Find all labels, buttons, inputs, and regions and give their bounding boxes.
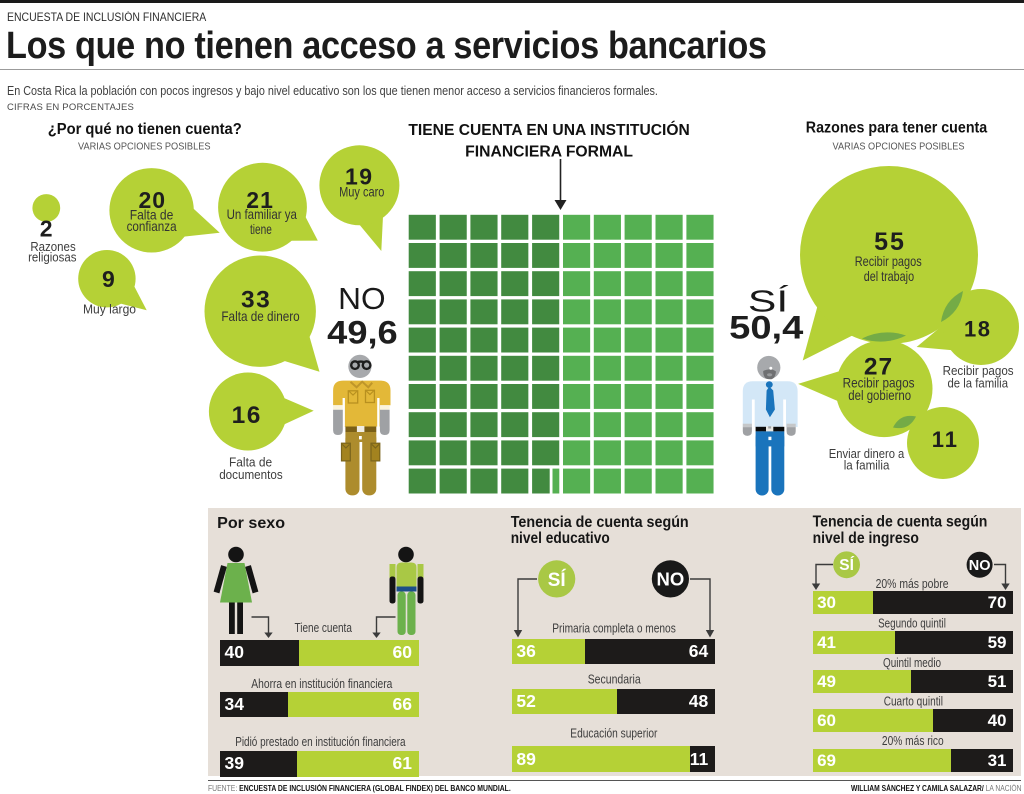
svg-text:SÍ: SÍ — [548, 569, 567, 591]
svg-text:Recibir pagos: Recibir pagos — [855, 253, 922, 269]
svg-text:VARIAS OPCIONES POSIBLES: VARIAS OPCIONES POSIBLES — [78, 141, 211, 152]
svg-text:33: 33 — [241, 287, 271, 314]
svg-text:Pidió prestado en institución: Pidió prestado en institución financiera — [235, 734, 406, 749]
svg-text:Educación superior: Educación superior — [570, 726, 658, 741]
svg-text:Razones para tener cuenta: Razones para tener cuenta — [806, 119, 988, 136]
svg-text:del trabajo: del trabajo — [864, 268, 915, 284]
svg-text:21: 21 — [246, 187, 274, 213]
svg-text:Recibir pagos: Recibir pagos — [843, 375, 915, 391]
svg-text:Falta de: Falta de — [229, 454, 272, 469]
svg-text:20% más rico: 20% más rico — [882, 734, 944, 748]
svg-text:nivel educativo: nivel educativo — [511, 530, 610, 547]
svg-text:TIENE CUENTA EN UNA INSTITUCIÓ: TIENE CUENTA EN UNA INSTITUCIÓN — [408, 121, 689, 139]
svg-text:NO: NO — [969, 558, 991, 574]
svg-text:VARIAS OPCIONES POSIBLES: VARIAS OPCIONES POSIBLES — [833, 142, 965, 153]
svg-text:Tiene cuenta: Tiene cuenta — [295, 620, 353, 635]
svg-text:Cuarto quintil: Cuarto quintil — [884, 695, 943, 709]
svg-text:¿Por qué no tienen cuenta?: ¿Por qué no tienen cuenta? — [48, 121, 242, 138]
svg-text:9: 9 — [102, 266, 115, 292]
svg-text:11: 11 — [932, 427, 959, 452]
svg-text:27: 27 — [864, 354, 893, 381]
svg-text:religiosas: religiosas — [28, 250, 77, 265]
svg-text:Secundaria: Secundaria — [588, 672, 642, 687]
svg-text:la familia: la familia — [844, 457, 890, 472]
svg-text:Tenencia de cuenta según: Tenencia de cuenta según — [813, 514, 988, 531]
svg-text:SÍ: SÍ — [839, 557, 854, 574]
svg-text:Segundo quintil: Segundo quintil — [878, 617, 946, 631]
svg-text:Tenencia de cuenta según: Tenencia de cuenta según — [511, 514, 689, 531]
svg-text:nivel de ingreso: nivel de ingreso — [813, 530, 919, 547]
svg-text:Quintil medio: Quintil medio — [883, 656, 941, 670]
svg-text:Falta de: Falta de — [130, 208, 174, 223]
svg-text:50,4: 50,4 — [729, 310, 803, 346]
svg-text:Primaria completa o menos: Primaria completa o menos — [552, 620, 676, 635]
svg-text:NO: NO — [657, 569, 685, 590]
svg-text:Recibir pagos: Recibir pagos — [943, 363, 1014, 378]
svg-text:Muy caro: Muy caro — [339, 185, 385, 200]
svg-text:20: 20 — [139, 187, 167, 213]
svg-text:Un familiar ya: Un familiar ya — [227, 207, 298, 222]
svg-text:55: 55 — [874, 228, 906, 256]
svg-text:del gobierno: del gobierno — [848, 387, 911, 403]
svg-text:Muy largo: Muy largo — [83, 302, 136, 317]
svg-text:Falta de dinero: Falta de dinero — [221, 308, 299, 324]
svg-text:documentos: documentos — [219, 467, 283, 482]
svg-text:49,6: 49,6 — [327, 314, 398, 350]
svg-text:Ahorra en institución financie: Ahorra en institución financiera — [251, 676, 393, 691]
svg-text:19: 19 — [345, 163, 374, 189]
svg-text:FINANCIERA FORMAL: FINANCIERA FORMAL — [465, 144, 633, 161]
svg-text:Enviar dinero a: Enviar dinero a — [829, 446, 905, 461]
svg-text:confianza: confianza — [127, 219, 177, 234]
svg-text:20% más pobre: 20% más pobre — [876, 577, 949, 591]
svg-text:tiene: tiene — [250, 222, 272, 237]
svg-text:Razones: Razones — [30, 239, 76, 254]
svg-text:16: 16 — [232, 402, 262, 429]
svg-text:SÍ: SÍ — [748, 284, 789, 319]
svg-text:NO: NO — [338, 281, 385, 316]
svg-text:2: 2 — [40, 216, 53, 242]
svg-text:Por sexo: Por sexo — [217, 515, 285, 532]
svg-text:18: 18 — [964, 316, 991, 341]
svg-text:de la familia: de la familia — [948, 375, 1009, 390]
